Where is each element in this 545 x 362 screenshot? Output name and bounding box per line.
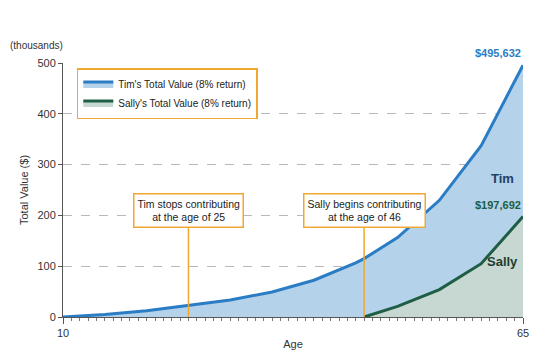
svg-text:100: 100 (37, 260, 55, 272)
svg-text:500: 500 (37, 57, 55, 69)
svg-text:Tim stops contributingat the a: Tim stops contributingat the age of 25 (138, 198, 240, 224)
svg-text:(thousands): (thousands) (10, 40, 63, 51)
svg-text:Age: Age (283, 338, 303, 350)
svg-text:$495,632: $495,632 (475, 47, 521, 59)
svg-text:65: 65 (517, 327, 529, 339)
svg-text:Tim: Tim (491, 171, 514, 186)
svg-text:400: 400 (37, 108, 55, 120)
svg-text:10: 10 (57, 327, 69, 339)
svg-text:$197,692: $197,692 (475, 199, 521, 211)
svg-text:Total Value ($): Total Value ($) (18, 155, 30, 225)
svg-text:300: 300 (37, 158, 55, 170)
svg-text:0: 0 (50, 311, 56, 323)
svg-text:Sally begins contributingat th: Sally begins contributingat the age of 4… (308, 198, 422, 224)
svg-text:Sally's Total Value (8% return: Sally's Total Value (8% return) (118, 98, 251, 109)
svg-text:Sally: Sally (487, 254, 518, 269)
svg-text:200: 200 (37, 209, 55, 221)
svg-text:Tim's Total Value (8% return): Tim's Total Value (8% return) (118, 79, 245, 90)
